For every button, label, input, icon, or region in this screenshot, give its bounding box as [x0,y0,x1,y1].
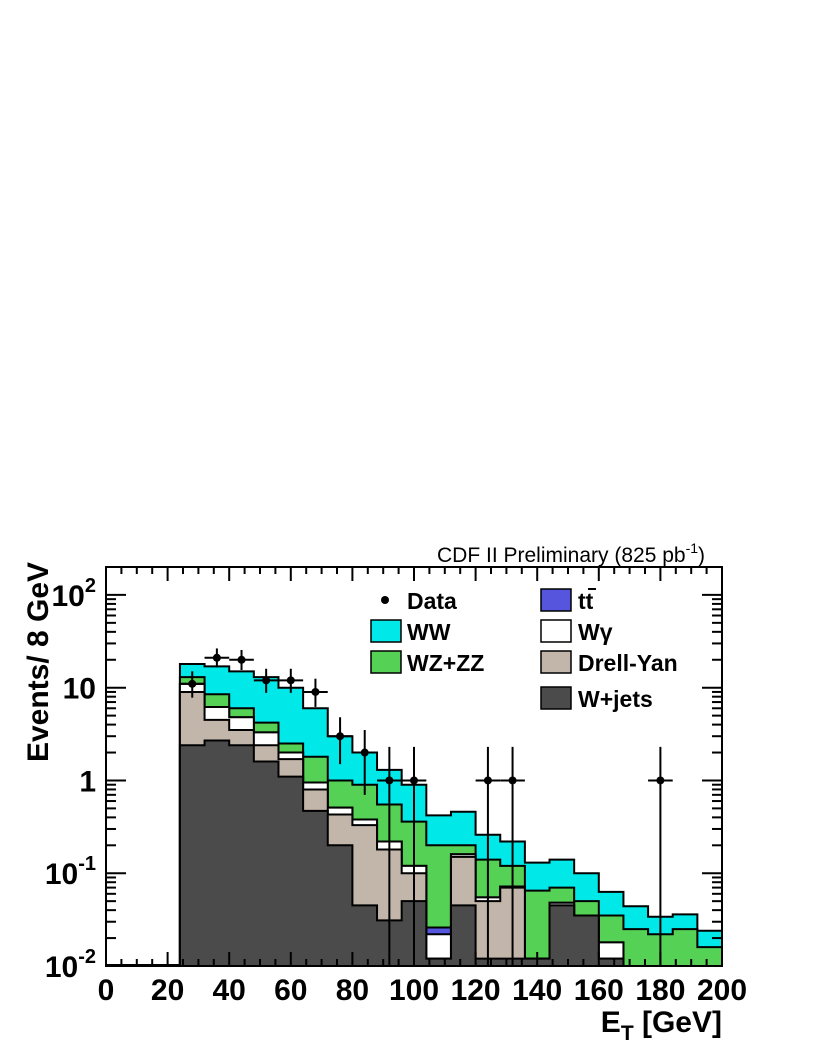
chart-header-sup: -1 [686,540,699,556]
data-point [656,776,665,785]
data-point [262,676,271,685]
y-tick-base: 1 [79,765,96,798]
chart-header-text: CDF II Preliminary (825 pb [437,544,686,567]
data-point [212,653,221,662]
x-tick-label: 0 [98,974,115,1007]
x-axis-title-unit: [GeV] [634,1006,722,1039]
data-point [237,655,246,664]
legend-label-wz-zz: WZ+ZZ [407,650,484,676]
y-tick-label: 102 [52,575,97,613]
legend: Data tt WW Wγ WZ+ZZ Drell-Yan W+jets [370,588,678,712]
x-tick-label: 120 [451,974,501,1007]
hist-w-jets [178,739,722,967]
x-tick-label: 40 [213,974,246,1007]
plot-area: 0 20 40 60 80 100 120 140 160 180 20010210110-110-… [45,566,747,1007]
y-tick-exponent: -2 [78,946,96,968]
data-point [336,732,345,741]
data-point [385,776,394,785]
legend-label-drell-yan: Drell-Yan [578,650,678,676]
chart-header-close: ) [698,544,705,567]
data-point [483,776,492,785]
legend-swatch-wz-zz [370,650,402,674]
legend-swatch-w [540,619,572,643]
data-point [311,687,320,696]
x-axis-title: ET [GeV] [601,1006,722,1045]
y-tick-exponent: 2 [85,575,96,597]
legend-swatch-w-jets [540,686,572,710]
x-axis-title-sub: T [621,1022,634,1045]
x-tick-label: 60 [274,974,307,1007]
data-point [286,676,295,685]
legend-label-w-jets: W+jets [578,686,653,712]
legend-swatch-drell-yan [540,650,572,674]
y-axis-title: Events/ 8 GeV [22,562,55,762]
x-tick-label: 100 [389,974,439,1007]
y-tick-label: 10-1 [45,853,96,891]
y-tick-label: 1 [79,765,96,798]
x-tick-label: 140 [512,974,562,1007]
x-tick-label: 160 [574,974,624,1007]
y-tick-base: 10 [63,673,96,706]
y-tick-label: 10-2 [45,946,96,984]
legend-label-w: Wγ [578,619,613,645]
x-tick-label: 200 [697,974,747,1007]
legend-label-data: Data [407,588,457,614]
y-tick-base: 10 [52,580,85,613]
x-tick-label: 80 [336,974,369,1007]
data-point [410,776,418,785]
x-axis-title-main: E [601,1006,621,1039]
data-point [360,748,369,757]
legend-label-tt: tt [578,588,594,614]
legend-swatch-tt [540,588,572,612]
y-tick-label: 10 [63,673,96,706]
x-tick-label: 180 [635,974,685,1007]
y-tick-base: 10 [45,858,78,891]
legend-marker-data [381,596,389,604]
legend-label-ww: WW [407,619,451,645]
legend-swatch-ww [370,619,402,643]
x-tick-label: 20 [151,974,184,1007]
y-tick-base: 10 [45,951,78,984]
data-point [508,776,517,785]
chart-header: CDF II Preliminary (825 pb-1) [437,540,705,567]
y-tick-exponent: -1 [78,853,96,875]
data-point [188,679,197,688]
